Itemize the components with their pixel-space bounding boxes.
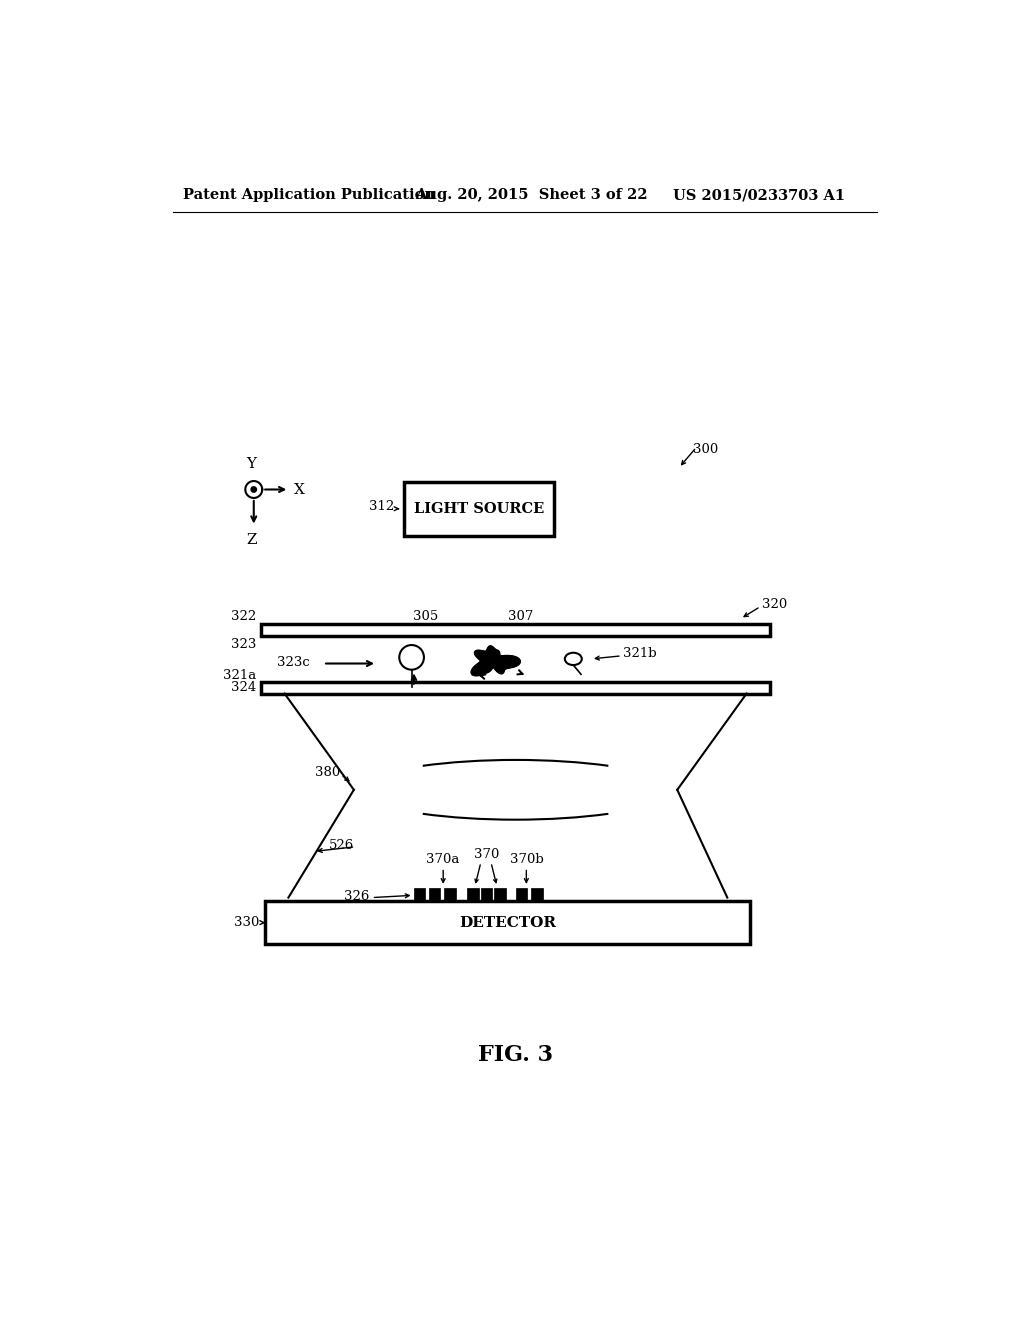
Text: 321a: 321a (223, 669, 256, 682)
Text: US 2015/0233703 A1: US 2015/0233703 A1 (674, 189, 846, 202)
Text: DETECTOR: DETECTOR (460, 916, 556, 929)
Text: 330: 330 (233, 916, 259, 929)
Text: 322: 322 (230, 610, 256, 623)
Text: Y: Y (247, 457, 256, 471)
Text: X: X (294, 483, 305, 496)
Circle shape (251, 487, 256, 492)
Text: LIGHT SOURCE: LIGHT SOURCE (414, 502, 544, 516)
Text: 300: 300 (692, 444, 718, 457)
Ellipse shape (565, 653, 582, 665)
Text: 323c: 323c (276, 656, 309, 669)
Bar (261, 682, 770, 693)
Text: 321b: 321b (624, 647, 657, 660)
Text: FIG. 3: FIG. 3 (478, 1044, 553, 1067)
Text: 305: 305 (413, 610, 438, 623)
Bar (480, 887, 493, 902)
Text: 370: 370 (474, 847, 499, 861)
Bar (429, 887, 440, 902)
Text: 324: 324 (230, 681, 256, 694)
Text: Patent Application Publication: Patent Application Publication (183, 189, 435, 202)
Text: 380: 380 (314, 767, 340, 779)
Text: 326: 326 (344, 890, 370, 903)
Bar (261, 624, 770, 636)
Bar (531, 887, 543, 902)
Polygon shape (471, 645, 520, 676)
Text: Z: Z (246, 533, 257, 548)
Text: 370a: 370a (426, 853, 459, 866)
Bar (516, 887, 527, 902)
Bar (265, 902, 751, 944)
Text: 526: 526 (329, 838, 354, 851)
Text: 320: 320 (762, 598, 787, 611)
Text: Aug. 20, 2015  Sheet 3 of 22: Aug. 20, 2015 Sheet 3 of 22 (416, 189, 648, 202)
Text: 370b: 370b (510, 853, 544, 866)
Bar (495, 887, 506, 902)
Circle shape (399, 645, 424, 669)
Text: 323: 323 (230, 638, 256, 651)
Bar (403, 482, 554, 536)
Bar (444, 887, 456, 902)
Bar (467, 887, 479, 902)
Text: 307: 307 (508, 610, 534, 623)
Bar (414, 887, 425, 902)
Text: 312: 312 (369, 500, 394, 513)
